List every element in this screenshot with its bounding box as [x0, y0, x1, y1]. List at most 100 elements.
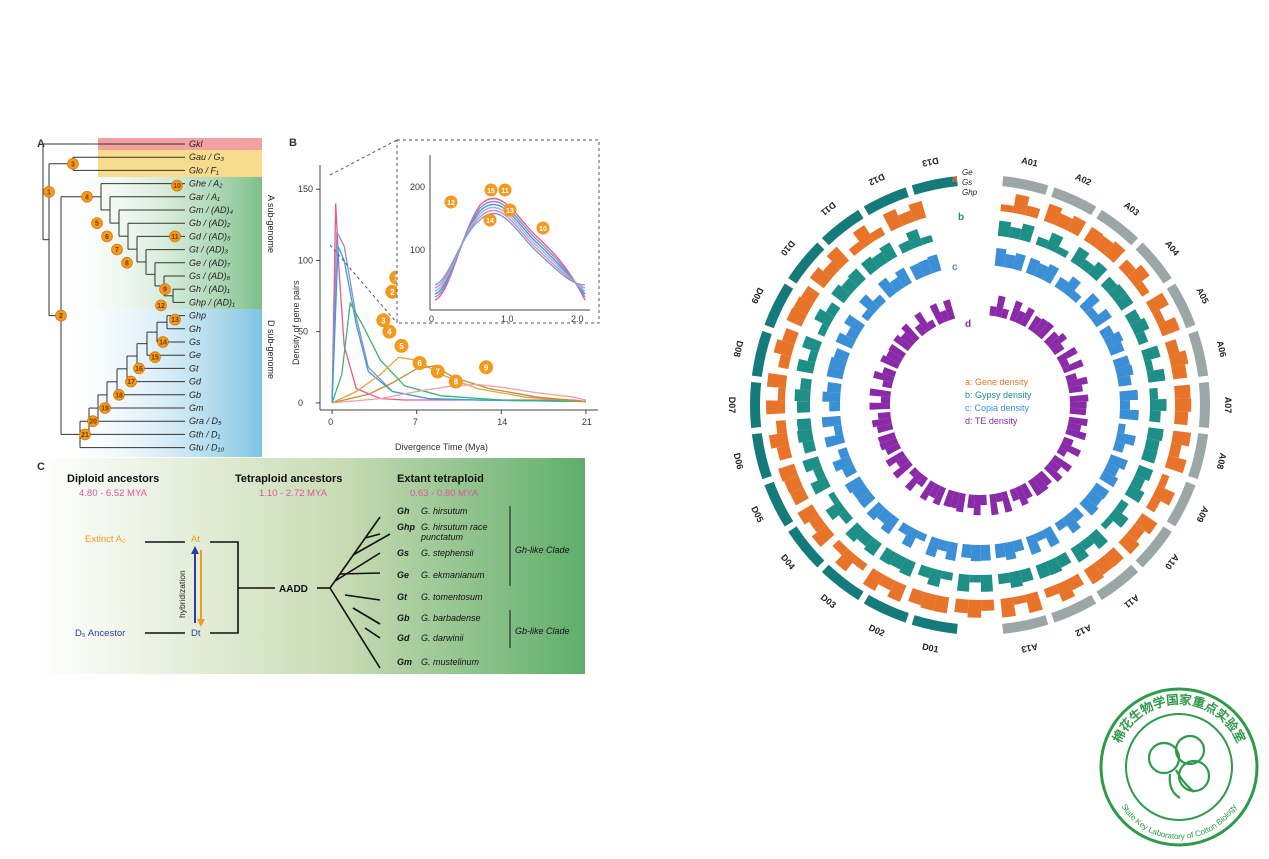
inset-y-tick-label: 200: [410, 182, 425, 192]
gb-clade-label: Gb-like Clade: [515, 626, 570, 636]
density-track-bar: [1055, 213, 1073, 231]
density-track-bar: [873, 294, 887, 308]
species-track-label: Gs: [962, 178, 972, 187]
density-track-bar: [826, 366, 845, 380]
density-track-bar: [1000, 204, 1015, 213]
density-track-bar: [1045, 232, 1064, 253]
density-track-bar: [1117, 423, 1126, 434]
species-abbr: Gs: [397, 548, 409, 558]
density-track-bar: [925, 536, 941, 558]
density-track-bar: [1059, 442, 1082, 458]
outgroup-band-yellow: [98, 150, 262, 177]
density-track-bar: [1066, 422, 1082, 432]
density-track-bar: [898, 522, 911, 536]
chromosome-band-d: [821, 564, 864, 601]
chromosome-band-d: [788, 526, 825, 568]
density-track-bar: [800, 285, 820, 305]
density-track-bar: [1171, 430, 1192, 447]
density-track-bar: [1025, 534, 1042, 555]
taxon-label: Gh / (AD)₁: [189, 284, 230, 294]
density-track-bar: [852, 483, 870, 501]
chromosome-label: A08: [1215, 452, 1228, 470]
density-track-bar: [1066, 573, 1085, 591]
density-track-bar: [1055, 551, 1072, 568]
taxon-label: Ghe / A₂: [189, 179, 223, 189]
chromosome-band-d: [764, 481, 794, 527]
circos-legend: a: Gene density b: Gypsy density c: Copia …: [965, 377, 1032, 426]
tree-branches: [42, 143, 185, 449]
inset-marker-number: 11: [501, 188, 509, 195]
density-track-bar: [766, 400, 786, 415]
density-track-bar: [844, 314, 865, 333]
density-track-bar: [856, 530, 874, 547]
density-track-bar: [969, 574, 981, 583]
density-track-bar: [1100, 516, 1114, 530]
cotton-boll-icon: [1147, 734, 1211, 799]
density-track-bar: [1119, 409, 1139, 421]
node-number: 7: [115, 247, 119, 254]
density-track-bar: [1146, 368, 1166, 383]
x-tick-label: 7: [413, 417, 418, 427]
node-number: 9: [163, 287, 167, 294]
density-track-bar: [916, 475, 929, 488]
density-track-bar: [1012, 252, 1026, 272]
density-track-bar: [1108, 283, 1127, 302]
density-track-bar: [1066, 376, 1088, 388]
y-tick-label: 50: [298, 327, 308, 337]
density-track-bar: [1051, 343, 1065, 356]
density-track-bar: [869, 402, 891, 410]
density-track-bar: [821, 415, 842, 428]
inset-marker-number: 13: [506, 208, 514, 215]
chromosome-label: A11: [1122, 592, 1141, 610]
node-number: 20: [89, 419, 97, 426]
density-track-bar: [1171, 364, 1188, 380]
density-track-bar: [796, 418, 812, 432]
density-track-bar: [778, 354, 792, 370]
panel-c-background: [40, 458, 585, 674]
node-badge: [91, 217, 103, 229]
chromosome-band-d: [750, 382, 762, 428]
density-track-bar: [1174, 398, 1192, 412]
density-track-bar: [1157, 473, 1170, 489]
density-track-bar: [1164, 455, 1187, 474]
chromosome-band-a: [1096, 564, 1139, 601]
density-track-bar: [1012, 194, 1030, 216]
node-number: 6: [105, 234, 109, 241]
density-track-bar: [1051, 454, 1073, 473]
density-track-bar: [1035, 236, 1049, 249]
density-track-bar: [920, 235, 934, 245]
density-track-bar: [927, 254, 942, 274]
node-number: 18: [115, 392, 123, 399]
density-track-bar: [847, 268, 866, 287]
density-track-bar: [1174, 384, 1191, 399]
density-track-bar: [844, 476, 865, 494]
density-track-bar: [826, 246, 850, 270]
chromosome-label: D03: [819, 592, 838, 610]
density-track-bar: [1152, 309, 1166, 325]
node-badge: [157, 336, 169, 348]
density-track-bar: [1056, 346, 1078, 363]
diploid-title: Diploid ancestors: [67, 473, 159, 485]
chromosome-label: D09: [749, 286, 765, 305]
node-badge: [101, 230, 113, 243]
density-track-bar: [860, 256, 879, 276]
density-track-bar: [995, 295, 1006, 318]
circos-plot: A01 A02 A03 A04 A05 A06 A07 A08 A09 A10 A11 A12 A13 D…: [727, 155, 1233, 654]
density-track-bar: [1104, 241, 1126, 263]
chromosome-label: A07: [1223, 397, 1233, 414]
taxon-label: Gau / G₃: [189, 152, 225, 162]
node-badge: [99, 402, 111, 414]
density-track-bar: [857, 491, 876, 509]
density-track-bar: [980, 494, 987, 506]
density-track-bar: [1146, 427, 1164, 442]
density-track-bar: [810, 476, 831, 495]
density-track-bar: [1037, 321, 1054, 340]
density-track-bar: [1055, 246, 1069, 259]
chromosome-label: A13: [1021, 641, 1039, 654]
density-track-bar: [766, 372, 788, 389]
taxon-label: Gs: [189, 337, 201, 347]
density-track-bar: [786, 307, 807, 327]
node-badge: [55, 309, 67, 322]
density-track-bar: [1009, 487, 1020, 502]
density-track-bar: [885, 442, 901, 456]
